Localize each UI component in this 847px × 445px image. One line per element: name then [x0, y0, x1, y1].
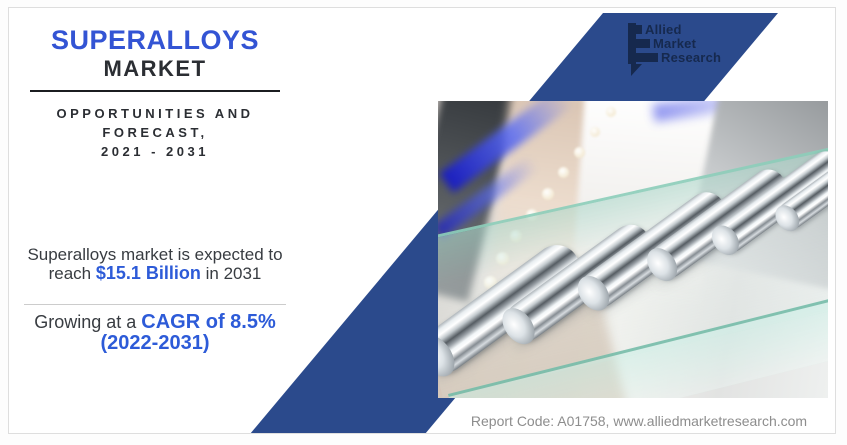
subtitle-line: OPPORTUNITIES AND: [56, 106, 254, 121]
bokeh-dot: [606, 107, 616, 117]
logo-bar-icon: [632, 25, 642, 34]
speech-bubble-tail-icon: [631, 64, 642, 76]
logo-wordmark: Allied Market Research: [632, 22, 722, 65]
cagr-period-highlight: (2022-2031): [100, 332, 210, 354]
cagr-value-highlight: CAGR of 8.5%: [141, 311, 276, 333]
bokeh-dot: [542, 188, 554, 200]
growth-prefix: Growing at a: [34, 312, 142, 332]
market-value-highlight: $15.1 Billion: [95, 263, 201, 283]
logo-row: Research: [632, 50, 722, 65]
divider: [24, 304, 286, 305]
logo-bar-icon: [632, 39, 650, 48]
expectation-line1: Superalloys market is expected to: [27, 245, 283, 264]
expectation-line2: reach $15.1 Billion in 2031: [13, 263, 297, 284]
market-expectation-text: Superalloys market is expected to reach …: [13, 245, 297, 283]
report-banner-card: Allied Market Research SUPERALLOYS MARKE…: [8, 7, 836, 434]
growth-text: Growing at a CAGR of 8.5% (2022-2031): [13, 312, 297, 354]
logo-bar-icon: [632, 53, 658, 62]
subtitle-line: 2021 - 2031: [101, 144, 209, 159]
logo-row: Market: [632, 36, 721, 51]
bokeh-dot: [558, 167, 569, 178]
page-title: SUPERALLOYS: [50, 25, 260, 55]
left-text-column: SUPERALLOYS MARKET OPPORTUNITIES AND FOR…: [13, 8, 297, 354]
expectation-suffix: in 2031: [200, 264, 262, 283]
title-underline: [30, 90, 280, 92]
bokeh-dot: [590, 127, 600, 137]
page-title-secondary: MARKET: [103, 56, 207, 81]
report-subtitle: OPPORTUNITIES AND FORECAST, 2021 - 2031: [13, 104, 297, 161]
subtitle-line: FORECAST,: [102, 125, 208, 140]
logo-row: Allied: [632, 22, 721, 37]
expectation-prefix: reach: [48, 264, 96, 283]
logo-word-allied: Allied: [645, 22, 682, 37]
bokeh-dot: [574, 147, 585, 158]
logo-word-market: Market: [653, 36, 697, 51]
logo-word-research: Research: [661, 50, 722, 65]
growth-line1: Growing at a CAGR of 8.5%: [13, 312, 297, 333]
superalloy-rods-photo: [438, 101, 828, 398]
allied-market-research-logo: Allied Market Research: [628, 20, 738, 78]
report-code-footer: Report Code: A01758, www.alliedmarketres…: [470, 413, 808, 429]
growth-line2: (2022-2031): [13, 333, 297, 354]
